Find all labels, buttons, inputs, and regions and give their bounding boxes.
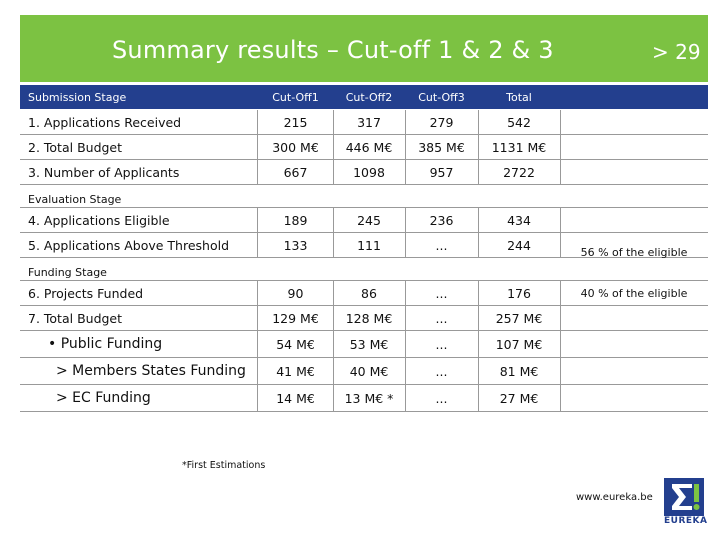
row-label: > Members States Funding bbox=[20, 358, 258, 384]
page-number: > 29 bbox=[652, 40, 701, 64]
row-label: 7. Total Budget bbox=[20, 306, 258, 330]
total-value: 434 bbox=[478, 208, 561, 232]
table-row: 3. Number of Applicants 667 1098 957 272… bbox=[20, 160, 708, 185]
header-submission-stage: Submission Stage bbox=[28, 90, 127, 104]
funding-stage-label: Funding Stage bbox=[28, 266, 107, 279]
total-value: 2722 bbox=[478, 160, 561, 184]
summary-table: Submission Stage Cut-Off1 Cut-Off2 Cut-O… bbox=[20, 85, 708, 412]
header-total: Total bbox=[506, 90, 532, 104]
funded-note: 40 % of the eligible bbox=[580, 287, 688, 300]
footnote: *First Estimations bbox=[182, 460, 266, 471]
logo-text: EUREKA bbox=[664, 516, 708, 526]
cutoff2-value: 13 M€ * bbox=[333, 385, 406, 411]
cutoff3-value: ... bbox=[405, 306, 479, 330]
table-row: 7. Total Budget 129 M€ 128 M€ ... 257 M€ bbox=[20, 306, 708, 331]
row-label: • Public Funding bbox=[20, 331, 258, 357]
total-value: 257 M€ bbox=[478, 306, 561, 330]
cutoff2-value: 245 bbox=[333, 208, 406, 232]
eligible-note: 56 % of the eligible bbox=[580, 246, 688, 259]
cutoff2-value: 446 M€ bbox=[333, 135, 406, 159]
cutoff2-value: 317 bbox=[333, 110, 406, 134]
row-label: > EC Funding bbox=[20, 385, 258, 411]
cutoff3-value: 279 bbox=[405, 110, 479, 134]
cutoff1-value: 215 bbox=[258, 110, 334, 134]
page-title: Summary results – Cut-off 1 & 2 & 3 bbox=[112, 36, 554, 64]
cutoff1-value: 90 bbox=[258, 281, 334, 305]
cutoff3-value: 236 bbox=[405, 208, 479, 232]
row-label: 6. Projects Funded bbox=[20, 281, 258, 305]
cutoff2-value: 111 bbox=[333, 233, 406, 257]
cutoff1-value: 14 M€ bbox=[258, 385, 334, 411]
total-value: 1131 M€ bbox=[478, 135, 561, 159]
table-row: 2. Total Budget 300 M€ 446 M€ 385 M€ 113… bbox=[20, 135, 708, 160]
header-cutoff3: Cut-Off3 bbox=[418, 90, 465, 104]
cutoff1-value: 667 bbox=[258, 160, 334, 184]
eligible-note-cell: 56 % of the eligible bbox=[560, 233, 708, 259]
header-cutoff2: Cut-Off2 bbox=[345, 90, 393, 104]
row-label: 4. Applications Eligible bbox=[20, 208, 258, 232]
cutoff3-value: 385 M€ bbox=[405, 135, 479, 159]
cutoff1-value: 189 bbox=[258, 208, 334, 232]
total-value: 244 bbox=[478, 233, 561, 257]
cutoff1-value: 129 M€ bbox=[258, 306, 334, 330]
table-row: > Members States Funding 41 M€ 40 M€ ...… bbox=[20, 358, 708, 385]
table-row: 6. Projects Funded 90 86 ... 176 40 % of… bbox=[20, 281, 708, 306]
evaluation-stage-label: Evaluation Stage bbox=[28, 193, 122, 206]
row-label: 3. Number of Applicants bbox=[20, 160, 258, 184]
table-header-row: Submission Stage Cut-Off1 Cut-Off2 Cut-O… bbox=[20, 85, 708, 110]
cutoff1-value: 300 M€ bbox=[258, 135, 334, 159]
cutoff2-value: 86 bbox=[333, 281, 406, 305]
cutoff2-value: 53 M€ bbox=[333, 331, 406, 357]
cutoff3-value: 957 bbox=[405, 160, 479, 184]
total-value: 81 M€ bbox=[478, 358, 561, 384]
cutoff1-value: 41 M€ bbox=[258, 358, 334, 384]
footer-url[interactable]: www.eureka.be bbox=[576, 492, 653, 503]
total-value: 176 bbox=[478, 281, 561, 305]
funded-note-cell: 40 % of the eligible bbox=[560, 281, 708, 305]
cutoff3-value: ... bbox=[405, 331, 479, 357]
total-value: 542 bbox=[478, 110, 561, 134]
evaluation-stage-row: Evaluation Stage bbox=[20, 185, 708, 208]
cutoff3-value: ... bbox=[405, 233, 479, 257]
table-row: • Public Funding 54 M€ 53 M€ ... 107 M€ bbox=[20, 331, 708, 358]
row-label: 1. Applications Received bbox=[20, 110, 258, 134]
cutoff1-value: 133 bbox=[258, 233, 334, 257]
cutoff1-value: 54 M€ bbox=[258, 331, 334, 357]
total-value: 27 M€ bbox=[478, 385, 561, 411]
cutoff3-value: ... bbox=[405, 385, 479, 411]
cutoff2-value: 1098 bbox=[333, 160, 406, 184]
cutoff2-value: 128 M€ bbox=[333, 306, 406, 330]
cutoff3-value: ... bbox=[405, 281, 479, 305]
table-row: 4. Applications Eligible 189 245 236 434 bbox=[20, 208, 708, 233]
row-label: 2. Total Budget bbox=[20, 135, 258, 159]
title-banner bbox=[20, 15, 708, 82]
row-label: 5. Applications Above Threshold bbox=[20, 233, 258, 257]
funding-stage-row: Funding Stage bbox=[20, 258, 708, 281]
cutoff2-value: 40 M€ bbox=[333, 358, 406, 384]
eureka-logo-icon bbox=[664, 478, 704, 516]
table-row: > EC Funding 14 M€ 13 M€ * ... 27 M€ bbox=[20, 385, 708, 412]
total-value: 107 M€ bbox=[478, 331, 561, 357]
table-row: 5. Applications Above Threshold 133 111 … bbox=[20, 233, 708, 259]
header-cutoff1: Cut-Off1 bbox=[272, 90, 319, 104]
cutoff3-value: ... bbox=[405, 358, 479, 384]
table-row: 1. Applications Received 215 317 279 542 bbox=[20, 110, 708, 135]
